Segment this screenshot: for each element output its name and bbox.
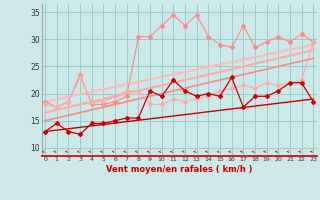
X-axis label: Vent moyen/en rafales ( km/h ): Vent moyen/en rafales ( km/h ) xyxy=(106,165,252,174)
